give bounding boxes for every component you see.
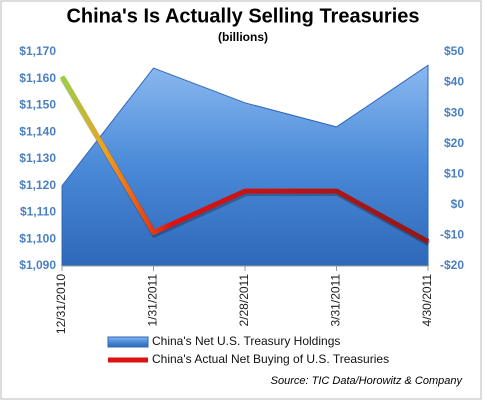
y2-tick-label: $30 <box>444 105 464 119</box>
line <box>59 75 430 244</box>
legend-label: China's Actual Net Buying of U.S. Treasu… <box>152 352 389 366</box>
area <box>61 64 429 267</box>
y-tick-label: $1,150 <box>19 98 56 112</box>
y-tick-label: $1,170 <box>19 44 56 58</box>
source: Source: TIC Data/Horowitz & Company <box>271 375 464 387</box>
y2-tick-label: $20 <box>444 136 464 150</box>
y2-tick-label: $0 <box>451 197 465 211</box>
x-tick-label: 4/30/2011 <box>420 274 434 327</box>
y-tick-label: $1,090 <box>19 258 56 272</box>
y2-tick-label: $40 <box>444 75 464 89</box>
y-tick-label: $1,160 <box>19 71 56 85</box>
y-tick-label: $1,110 <box>20 205 56 219</box>
y-tick-label: $1,100 <box>19 231 56 245</box>
x-tick-label: 12/31/2010 <box>54 274 68 334</box>
x-tick-label: 1/31/2011 <box>146 274 160 327</box>
y2-tick-label: -$20 <box>440 258 464 272</box>
y2-tick-label: $10 <box>444 166 464 180</box>
y-tick-label: $1,130 <box>19 151 56 165</box>
x-tick-label: 2/28/2011 <box>237 274 251 327</box>
y-tick-label: $1,140 <box>19 124 56 138</box>
y2-tick-label: $50 <box>444 44 464 58</box>
legend-label: China's Net U.S. Treasury Holdings <box>152 334 340 348</box>
chart-subtitle: (billions) <box>218 30 268 44</box>
y-tick-label: $1,120 <box>19 178 56 192</box>
x-tick-label: 3/31/2011 <box>329 274 343 327</box>
chart-title: China's Is Actually Selling Treasuries <box>66 5 419 27</box>
legend-swatch <box>107 336 149 348</box>
y2-tick-label: -$10 <box>440 228 464 242</box>
